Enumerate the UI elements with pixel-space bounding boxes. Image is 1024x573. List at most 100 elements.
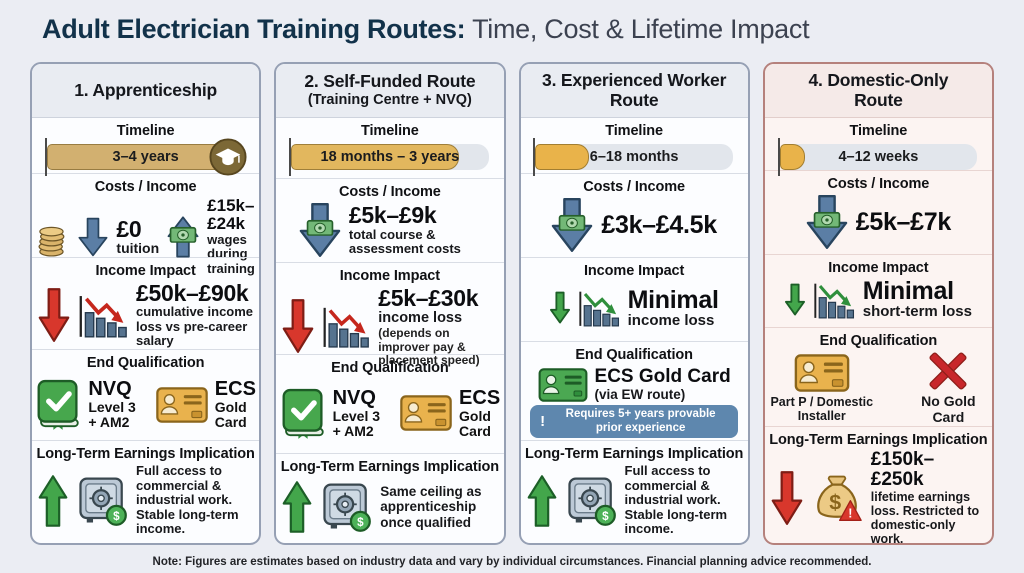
- qualification-text: ECS Gold Card: [459, 388, 500, 439]
- income-impact-text: Minimal short-term loss: [863, 278, 972, 321]
- timeline-label: 18 months – 3 years: [320, 149, 460, 165]
- timeline-heading: Timeline: [605, 123, 663, 139]
- green-book-check-icon: [37, 379, 79, 430]
- experience-requirement-badge: ! Requires 5+ years provable prior exper…: [530, 404, 739, 439]
- income-impact-sublabel: (depends on improver pay & placement spe…: [378, 326, 480, 367]
- income-impact-section: Income Impact Mi: [764, 254, 992, 327]
- costs-content: £5k–£9k total course & assessment costs: [276, 202, 503, 264]
- timeline-fill: [291, 144, 460, 170]
- qualification-content: Part P / Domestic Installer No Gold Card: [765, 351, 992, 429]
- declining-bar-chart-icon: [79, 295, 127, 338]
- gold-id-card-icon: [794, 353, 850, 392]
- income-impact-section: Income Impact £5: [32, 257, 260, 349]
- long-term-heading: Long-Term Earnings Implication: [524, 446, 744, 463]
- timeline-label: 4–12 weeks: [838, 149, 919, 165]
- red-x-icon: [929, 352, 967, 390]
- cost-label: total course & assessment costs: [348, 226, 461, 257]
- end-qualification-heading: End Qualification: [331, 360, 449, 376]
- qualification-part-p: Part P / Domestic Installer: [765, 353, 879, 423]
- qualification-content: NVQ Level 3 + AM2: [276, 378, 503, 453]
- red-down-arrow-icon: [282, 299, 314, 354]
- blue-down-arrow-banknote-icon: [551, 197, 593, 253]
- cost-item-tuition: £0 tuition: [116, 217, 159, 257]
- card-self-funded: 2. Self-Funded Route (Training Centre + …: [274, 62, 506, 545]
- qual-line: + AM2: [88, 413, 130, 430]
- declining-bar-chart-icon: [814, 283, 854, 318]
- green-up-arrow-icon: [38, 474, 68, 527]
- timeline-track: 3–4 years: [44, 138, 247, 176]
- card-apprenticeship: 1. Apprenticeship Timeline 3–4 years Cos…: [30, 62, 262, 545]
- cost-value: £5k–£7k: [855, 207, 952, 236]
- end-qualification-heading: End Qualification: [819, 333, 938, 350]
- income-impact-content: £5k–£30k income loss (depends on improve…: [276, 286, 503, 373]
- qual-line: Gold: [214, 398, 247, 415]
- income-impact-heading: Income Impact: [828, 260, 929, 276]
- long-term-text: Full access to commercial & industrial w…: [136, 463, 239, 537]
- qual-line: ECS: [214, 378, 256, 401]
- page-title: Adult Electrician Training Routes: Time,…: [42, 14, 810, 45]
- declining-bar-chart-icon: [579, 291, 619, 327]
- blue-down-arrow-icon: [78, 217, 108, 257]
- svg-text:$: $: [602, 509, 609, 522]
- qual-line: ECS: [459, 387, 501, 410]
- badge-text: Requires 5+ years provable prior experie…: [565, 407, 716, 434]
- income-impact-heading: Income Impact: [339, 268, 440, 284]
- green-down-arrow-icon: [784, 283, 805, 315]
- timeline-heading: Timeline: [116, 123, 175, 139]
- long-term-earnings-section: Long-Term Earnings Implication $: [276, 453, 504, 543]
- costs-section: Costs / Income £5k–£9k total course & as…: [276, 178, 504, 264]
- qual-card-subtitle: (via EW route): [594, 386, 686, 402]
- long-term-heading: Long-Term Earnings Implication: [769, 432, 988, 449]
- long-term-text: Full access to commercial & industrial w…: [624, 463, 728, 537]
- svg-text:$: $: [357, 516, 364, 529]
- qualification-label: No Gold Card: [921, 393, 976, 425]
- card-subtitle: (Training Centre + NVQ): [307, 91, 472, 108]
- card-title: 2. Self-Funded Route: [304, 71, 476, 92]
- gold-id-card-icon: [400, 395, 452, 432]
- income-impact-content: £50k–£90k cumulative income loss vs pre-…: [32, 281, 259, 355]
- long-term-value: £150k–£250k: [870, 449, 935, 490]
- blue-down-arrow-banknote-icon: [806, 194, 848, 250]
- qual-line: Card: [214, 413, 247, 430]
- timeline-heading: Timeline: [360, 123, 419, 139]
- timeline-label: 3–4 years: [112, 149, 179, 165]
- end-qualification-section: End Qualification NVQ Level 3 + AM2: [32, 349, 260, 440]
- income-impact-value: Minimal: [862, 277, 954, 305]
- qualification-text: ECS Gold Card: [215, 379, 256, 430]
- long-term-content: $ ! £150k–£250k lifetime earnings loss. …: [765, 449, 992, 543]
- qualification-text: ECS Gold Card (via EW route): [594, 367, 731, 402]
- costs-content: £5k–£7k: [765, 194, 992, 256]
- blue-up-arrow-banknote-icon: [167, 212, 199, 262]
- long-term-content: $ Full access to commercial & industrial…: [521, 464, 748, 543]
- income-impact-label: income loss: [378, 310, 463, 327]
- long-term-text-block: £150k–£250k lifetime earnings loss. Rest…: [870, 449, 986, 543]
- income-impact-label: short-term loss: [862, 303, 972, 321]
- long-term-earnings-section: Long-Term Earnings Implication $: [520, 440, 748, 543]
- income-impact-content: Minimal income loss: [521, 281, 748, 341]
- exclamation-icon: !: [540, 413, 546, 431]
- income-impact-text: £50k–£90k cumulative income loss vs pre-…: [136, 281, 253, 349]
- timeline-label: 6–18 months: [589, 149, 679, 165]
- long-term-earnings-section: Long-Term Earnings Implication $: [32, 440, 260, 543]
- long-term-heading: Long-Term Earnings Implication: [280, 459, 500, 475]
- qualification-label: Part P / Domestic Installer: [770, 394, 874, 423]
- end-qualification-heading: End Qualification: [86, 355, 205, 372]
- costs-section: Costs / Income £3k–£4.5k: [520, 172, 748, 257]
- money-bag-warning-icon: $ !: [816, 475, 862, 521]
- costs-section: Costs / Income £5k–£7k: [764, 170, 992, 256]
- income-impact-section: Income Impact Mi: [520, 256, 748, 341]
- graduation-cap-icon: [209, 138, 247, 176]
- costs-heading: Costs / Income: [339, 184, 441, 200]
- footnote: Note: Figures are estimates based on ind…: [152, 556, 872, 568]
- long-term-content: $ Full access to commercial & industrial…: [32, 464, 259, 543]
- card-experienced-worker: 3. Experienced Worker Route Timeline 6–1…: [518, 62, 750, 545]
- timeline-section: Timeline 3–4 years: [32, 118, 259, 176]
- qual-line: Level 3: [332, 407, 381, 424]
- income-impact-value: Minimal: [627, 285, 719, 314]
- card-title: 1. Apprenticeship: [74, 79, 218, 100]
- green-id-card-icon: [538, 367, 587, 402]
- safe-icon: $: [79, 477, 127, 526]
- page-title-regular: Time, Cost & Lifetime Impact: [472, 14, 810, 44]
- svg-text:$: $: [829, 491, 841, 515]
